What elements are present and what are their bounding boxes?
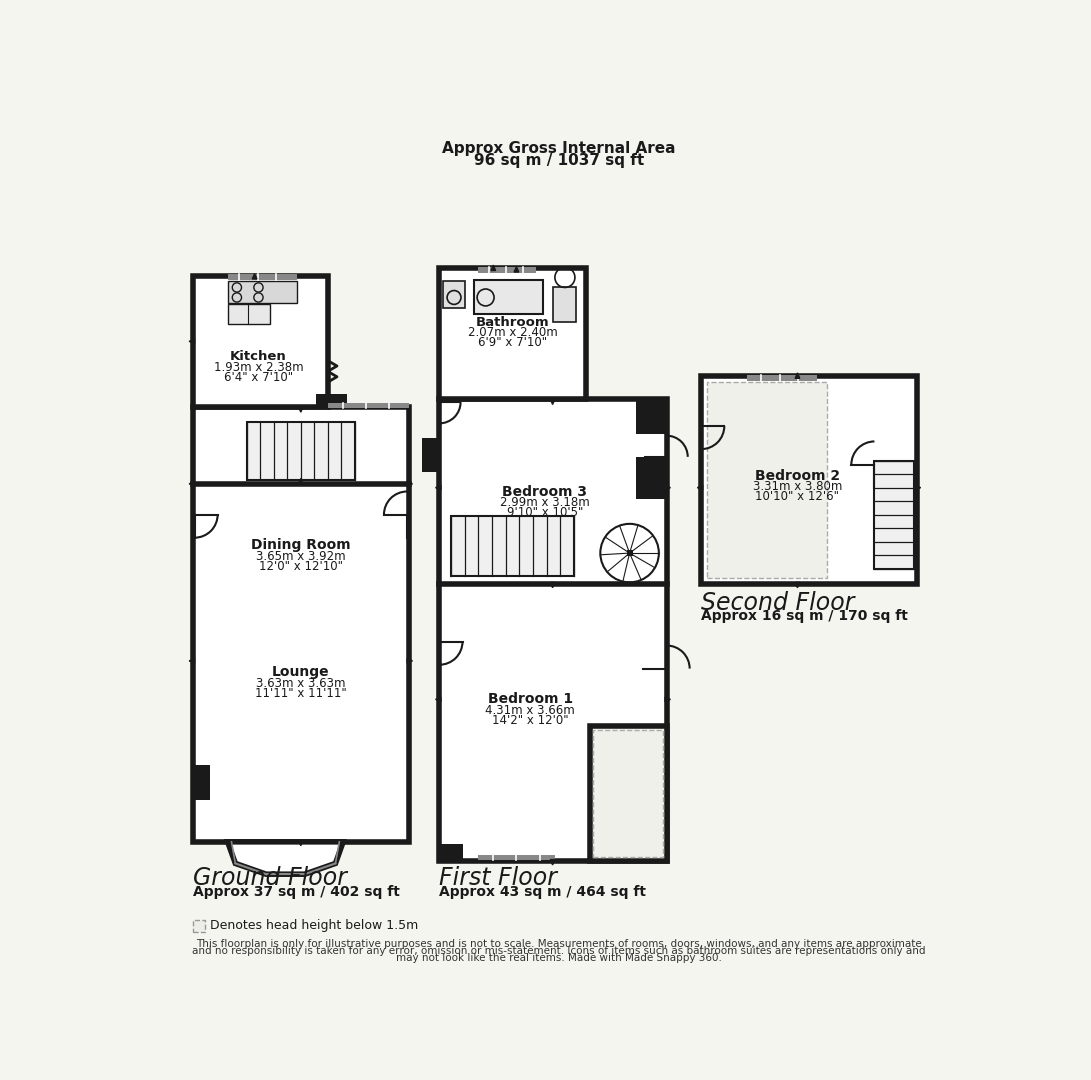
Text: Approx 16 sq m / 170 sq ft: Approx 16 sq m / 170 sq ft bbox=[702, 609, 908, 623]
Polygon shape bbox=[189, 659, 194, 663]
Text: First Floor: First Floor bbox=[440, 866, 558, 890]
Polygon shape bbox=[550, 582, 555, 588]
Text: Bathroom: Bathroom bbox=[476, 315, 550, 328]
Bar bbox=[478, 855, 555, 861]
Polygon shape bbox=[189, 482, 194, 486]
Polygon shape bbox=[228, 841, 344, 874]
Bar bbox=[875, 461, 914, 568]
Text: and no responsibility is taken for any error, omission or mis-statement. Icons o: and no responsibility is taken for any e… bbox=[192, 946, 925, 956]
Bar bbox=[327, 403, 409, 408]
Text: Dining Room: Dining Room bbox=[251, 539, 350, 552]
Polygon shape bbox=[189, 339, 194, 343]
Text: Lounge: Lounge bbox=[272, 665, 329, 679]
Text: Denotes head height below 1.5m: Denotes head height below 1.5m bbox=[209, 919, 418, 932]
Text: 12'0" x 12'10": 12'0" x 12'10" bbox=[259, 559, 343, 572]
Bar bbox=[589, 727, 667, 861]
Polygon shape bbox=[299, 407, 303, 413]
Bar bbox=[193, 407, 409, 841]
Text: 2.99m x 3.18m: 2.99m x 3.18m bbox=[500, 496, 590, 509]
Text: 10'10" x 12'6": 10'10" x 12'6" bbox=[755, 490, 839, 503]
Bar bbox=[747, 375, 817, 380]
Text: Bedroom 2: Bedroom 2 bbox=[755, 469, 840, 483]
Polygon shape bbox=[435, 697, 441, 702]
Text: Approx 43 sq m / 464 sq ft: Approx 43 sq m / 464 sq ft bbox=[440, 885, 646, 899]
Bar bbox=[553, 287, 576, 322]
Bar bbox=[193, 765, 209, 799]
Text: This floorplan is only for illustrative purposes and is not to scale. Measuremen: This floorplan is only for illustrative … bbox=[196, 940, 922, 949]
Text: Bedroom 3: Bedroom 3 bbox=[502, 485, 587, 499]
Bar bbox=[228, 305, 269, 324]
Polygon shape bbox=[666, 485, 670, 490]
Bar bbox=[702, 376, 916, 584]
Polygon shape bbox=[795, 582, 800, 588]
Text: 14'2" x 12'0": 14'2" x 12'0" bbox=[492, 714, 568, 727]
Bar bbox=[451, 516, 574, 577]
Bar bbox=[636, 457, 668, 499]
Text: Approx 37 sq m / 402 sq ft: Approx 37 sq m / 402 sq ft bbox=[193, 885, 400, 899]
Bar bbox=[247, 422, 355, 480]
Bar bbox=[194, 278, 326, 405]
Bar bbox=[594, 730, 662, 858]
Text: 3.31m x 3.80m: 3.31m x 3.80m bbox=[753, 481, 842, 494]
Polygon shape bbox=[795, 373, 800, 378]
Polygon shape bbox=[491, 265, 495, 270]
Text: 3.65m x 3.92m: 3.65m x 3.92m bbox=[256, 550, 346, 563]
Polygon shape bbox=[299, 840, 303, 846]
Polygon shape bbox=[550, 400, 555, 405]
Text: 96 sq m / 1037 sq ft: 96 sq m / 1037 sq ft bbox=[473, 153, 644, 167]
Text: Second Floor: Second Floor bbox=[702, 591, 854, 616]
Bar bbox=[626, 550, 633, 556]
Bar bbox=[193, 920, 205, 932]
Bar bbox=[316, 394, 347, 408]
Bar bbox=[478, 268, 536, 273]
Text: Approx Gross Internal Area: Approx Gross Internal Area bbox=[442, 141, 675, 157]
Polygon shape bbox=[407, 659, 412, 663]
Bar bbox=[636, 400, 668, 434]
Text: 2.07m x 2.40m: 2.07m x 2.40m bbox=[468, 326, 558, 339]
Polygon shape bbox=[514, 267, 518, 272]
Polygon shape bbox=[550, 860, 555, 865]
Polygon shape bbox=[666, 697, 670, 702]
Text: Ground Floor: Ground Floor bbox=[193, 866, 347, 890]
Text: 6'9" x 7'10": 6'9" x 7'10" bbox=[478, 336, 547, 350]
Text: 1.93m x 2.38m: 1.93m x 2.38m bbox=[214, 361, 303, 374]
Text: 3.63m x 3.63m: 3.63m x 3.63m bbox=[256, 677, 346, 690]
Text: Bedroom 1: Bedroom 1 bbox=[488, 692, 573, 706]
Polygon shape bbox=[252, 273, 256, 279]
Bar bbox=[707, 382, 827, 578]
Polygon shape bbox=[697, 485, 703, 490]
Bar bbox=[228, 281, 297, 302]
Polygon shape bbox=[407, 482, 412, 486]
Text: 6'4" x 7'10": 6'4" x 7'10" bbox=[224, 372, 293, 384]
Bar bbox=[440, 400, 667, 861]
Text: 4.31m x 3.66m: 4.31m x 3.66m bbox=[485, 704, 575, 717]
Text: 11'11" x 11'11": 11'11" x 11'11" bbox=[255, 687, 347, 700]
Bar bbox=[228, 274, 297, 280]
Polygon shape bbox=[435, 485, 441, 490]
Polygon shape bbox=[299, 478, 303, 484]
Text: may not look like the real items. Made with Made Snappy 360.: may not look like the real items. Made w… bbox=[396, 954, 721, 963]
Bar bbox=[478, 268, 536, 273]
Text: Kitchen: Kitchen bbox=[230, 350, 287, 363]
Bar bbox=[475, 280, 543, 314]
Bar bbox=[443, 281, 465, 308]
Bar bbox=[440, 845, 463, 861]
Bar bbox=[422, 437, 441, 472]
Bar bbox=[193, 275, 327, 407]
Polygon shape bbox=[915, 485, 921, 490]
Text: 9'10" x 10'5": 9'10" x 10'5" bbox=[506, 505, 583, 518]
Bar bbox=[440, 268, 586, 400]
